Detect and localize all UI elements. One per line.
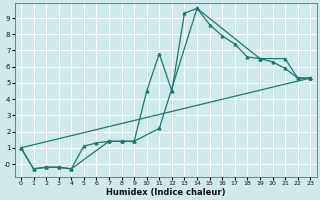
X-axis label: Humidex (Indice chaleur): Humidex (Indice chaleur) bbox=[106, 188, 225, 197]
